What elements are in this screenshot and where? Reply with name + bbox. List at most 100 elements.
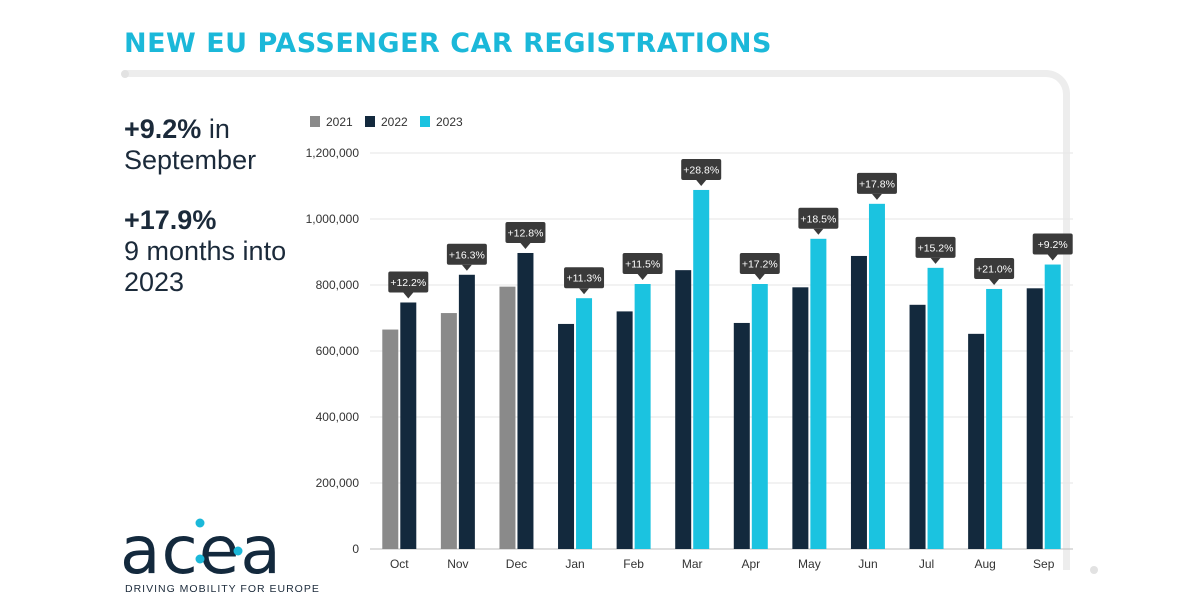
x-tick-label: Oct xyxy=(390,557,409,571)
bar-Jul-2023 xyxy=(927,267,944,549)
legend-label-2022: 2022 xyxy=(381,115,408,129)
bar-Dec-2021 xyxy=(499,286,516,549)
growth-badge-label-Dec: +12.8% xyxy=(508,227,544,239)
stat-september-value: +9.2% xyxy=(124,114,202,144)
growth-badge-pointer-Dec xyxy=(520,242,531,249)
bar-Apr-2022 xyxy=(733,322,750,549)
bar-Nov-2022 xyxy=(458,274,475,549)
growth-badge-May xyxy=(798,207,839,229)
growth-badge-label-Mar: +28.8% xyxy=(683,164,719,176)
bar-Jul-2022 xyxy=(909,304,926,549)
x-tick-label: Jul xyxy=(919,557,934,571)
growth-badge-Sep xyxy=(1032,233,1073,255)
x-tick-label: Mar xyxy=(682,557,703,571)
x-tick-label: Aug xyxy=(974,557,995,571)
growth-badge-label-May: +18.5% xyxy=(800,213,836,225)
growth-badge-Apr xyxy=(739,253,780,275)
bar-Feb-2022 xyxy=(616,311,633,549)
y-tick-label: 1,000,000 xyxy=(306,212,360,226)
growth-badge-label-Nov: +16.3% xyxy=(449,249,485,261)
growth-badge-label-Jul: +15.2% xyxy=(918,242,954,254)
x-tick-label: Nov xyxy=(447,557,468,571)
bar-Sep-2022 xyxy=(1026,288,1043,549)
legend-swatch-2021 xyxy=(310,116,320,127)
growth-badge-label-Oct: +12.2% xyxy=(390,277,426,289)
frame-dot-right xyxy=(1090,566,1098,574)
bar-Feb-2023 xyxy=(634,284,651,549)
bar-Jun-2022 xyxy=(850,255,867,549)
growth-badge-Jun xyxy=(856,172,897,194)
bar-Apr-2023 xyxy=(751,284,768,549)
growth-badge-pointer-Jul xyxy=(930,257,941,264)
growth-badge-Oct xyxy=(388,271,429,293)
growth-badge-label-Feb: +11.5% xyxy=(625,259,660,271)
stat-nine-months-label: 9 months into 2023 xyxy=(124,236,287,297)
growth-badge-Jul xyxy=(915,236,956,258)
stat-september-label: in September xyxy=(124,114,257,175)
growth-badge-pointer-Jun xyxy=(871,193,882,200)
stat-nine-months: +17.9% 9 months into 2023 xyxy=(124,205,294,298)
growth-badge-pointer-Jan xyxy=(579,288,590,295)
x-tick-label: Feb xyxy=(623,557,644,571)
y-tick-label: 1,200,000 xyxy=(306,146,360,160)
growth-badge-pointer-May xyxy=(813,228,824,235)
legend-label-2021: 2021 xyxy=(326,115,353,129)
y-tick-label: 400,000 xyxy=(316,410,360,424)
y-tick-label: 0 xyxy=(352,542,359,556)
growth-badge-pointer-Nov xyxy=(461,264,472,271)
growth-badge-label-Aug: +21.0% xyxy=(976,263,1012,275)
growth-badge-Dec xyxy=(505,221,546,243)
logo-dot-3 xyxy=(233,546,243,556)
bar-Dec-2022 xyxy=(517,252,534,550)
bar-Aug-2023 xyxy=(986,288,1003,549)
growth-badge-pointer-Mar xyxy=(696,179,707,186)
x-tick-label: Sep xyxy=(1033,557,1055,571)
growth-badge-pointer-Sep xyxy=(1047,254,1058,261)
bar-May-2022 xyxy=(792,287,809,549)
y-tick-label: 800,000 xyxy=(316,278,360,292)
bar-Oct-2022 xyxy=(400,302,417,549)
logo-dot-1 xyxy=(195,518,205,528)
bar-Nov-2021 xyxy=(440,313,457,549)
x-tick-label: May xyxy=(798,557,821,571)
bar-Aug-2022 xyxy=(968,333,985,549)
growth-badge-pointer-Aug xyxy=(989,278,1000,285)
growth-badge-pointer-Oct xyxy=(403,292,414,299)
bar-Mar-2023 xyxy=(693,189,710,549)
x-tick-label: Jun xyxy=(858,557,877,571)
growth-badge-Nov xyxy=(446,243,487,265)
bar-Oct-2021 xyxy=(382,329,399,549)
x-tick-label: Jan xyxy=(565,557,584,571)
growth-badge-Aug xyxy=(974,257,1015,279)
growth-badge-label-Apr: +17.2% xyxy=(742,259,778,271)
x-tick-label: Apr xyxy=(741,557,760,571)
bar-Mar-2022 xyxy=(675,270,692,549)
legend-swatch-2022 xyxy=(365,116,375,127)
bar-Jan-2023 xyxy=(576,298,593,549)
logo-dot-2 xyxy=(195,554,205,564)
bar-Jun-2023 xyxy=(868,203,885,549)
bar-Sep-2023 xyxy=(1044,264,1061,549)
growth-badge-pointer-Apr xyxy=(754,274,765,281)
growth-badge-pointer-Feb xyxy=(637,274,648,281)
growth-badge-label-Sep: +9.2% xyxy=(1038,239,1068,251)
y-tick-label: 600,000 xyxy=(316,344,360,358)
logo-tagline: DRIVING MOBILITY FOR EUROPE xyxy=(125,583,320,595)
bar-May-2023 xyxy=(810,238,827,550)
frame-border xyxy=(124,70,1070,570)
growth-badge-label-Jan: +11.3% xyxy=(566,273,601,285)
growth-badge-Jan xyxy=(564,267,605,289)
y-tick-label: 200,000 xyxy=(316,476,360,490)
bar-Jan-2022 xyxy=(558,323,575,549)
page-title: NEW EU PASSENGER CAR REGISTRATIONS xyxy=(124,28,772,59)
stat-september: +9.2% in September xyxy=(124,114,294,176)
bar-chart: 0 200,000 400,000 600,000 800,000 1,000,000 1,… xyxy=(306,115,1073,571)
legend-swatch-2023 xyxy=(420,116,430,127)
growth-badge-Mar xyxy=(681,158,722,180)
growth-badge-label-Jun: +17.8% xyxy=(859,178,895,190)
growth-badge-Feb xyxy=(622,253,663,275)
x-tick-label: Dec xyxy=(506,557,527,571)
frame-dot-left xyxy=(121,70,129,78)
legend-label-2023: 2023 xyxy=(436,115,463,129)
stat-nine-months-value: +17.9% xyxy=(124,205,217,235)
